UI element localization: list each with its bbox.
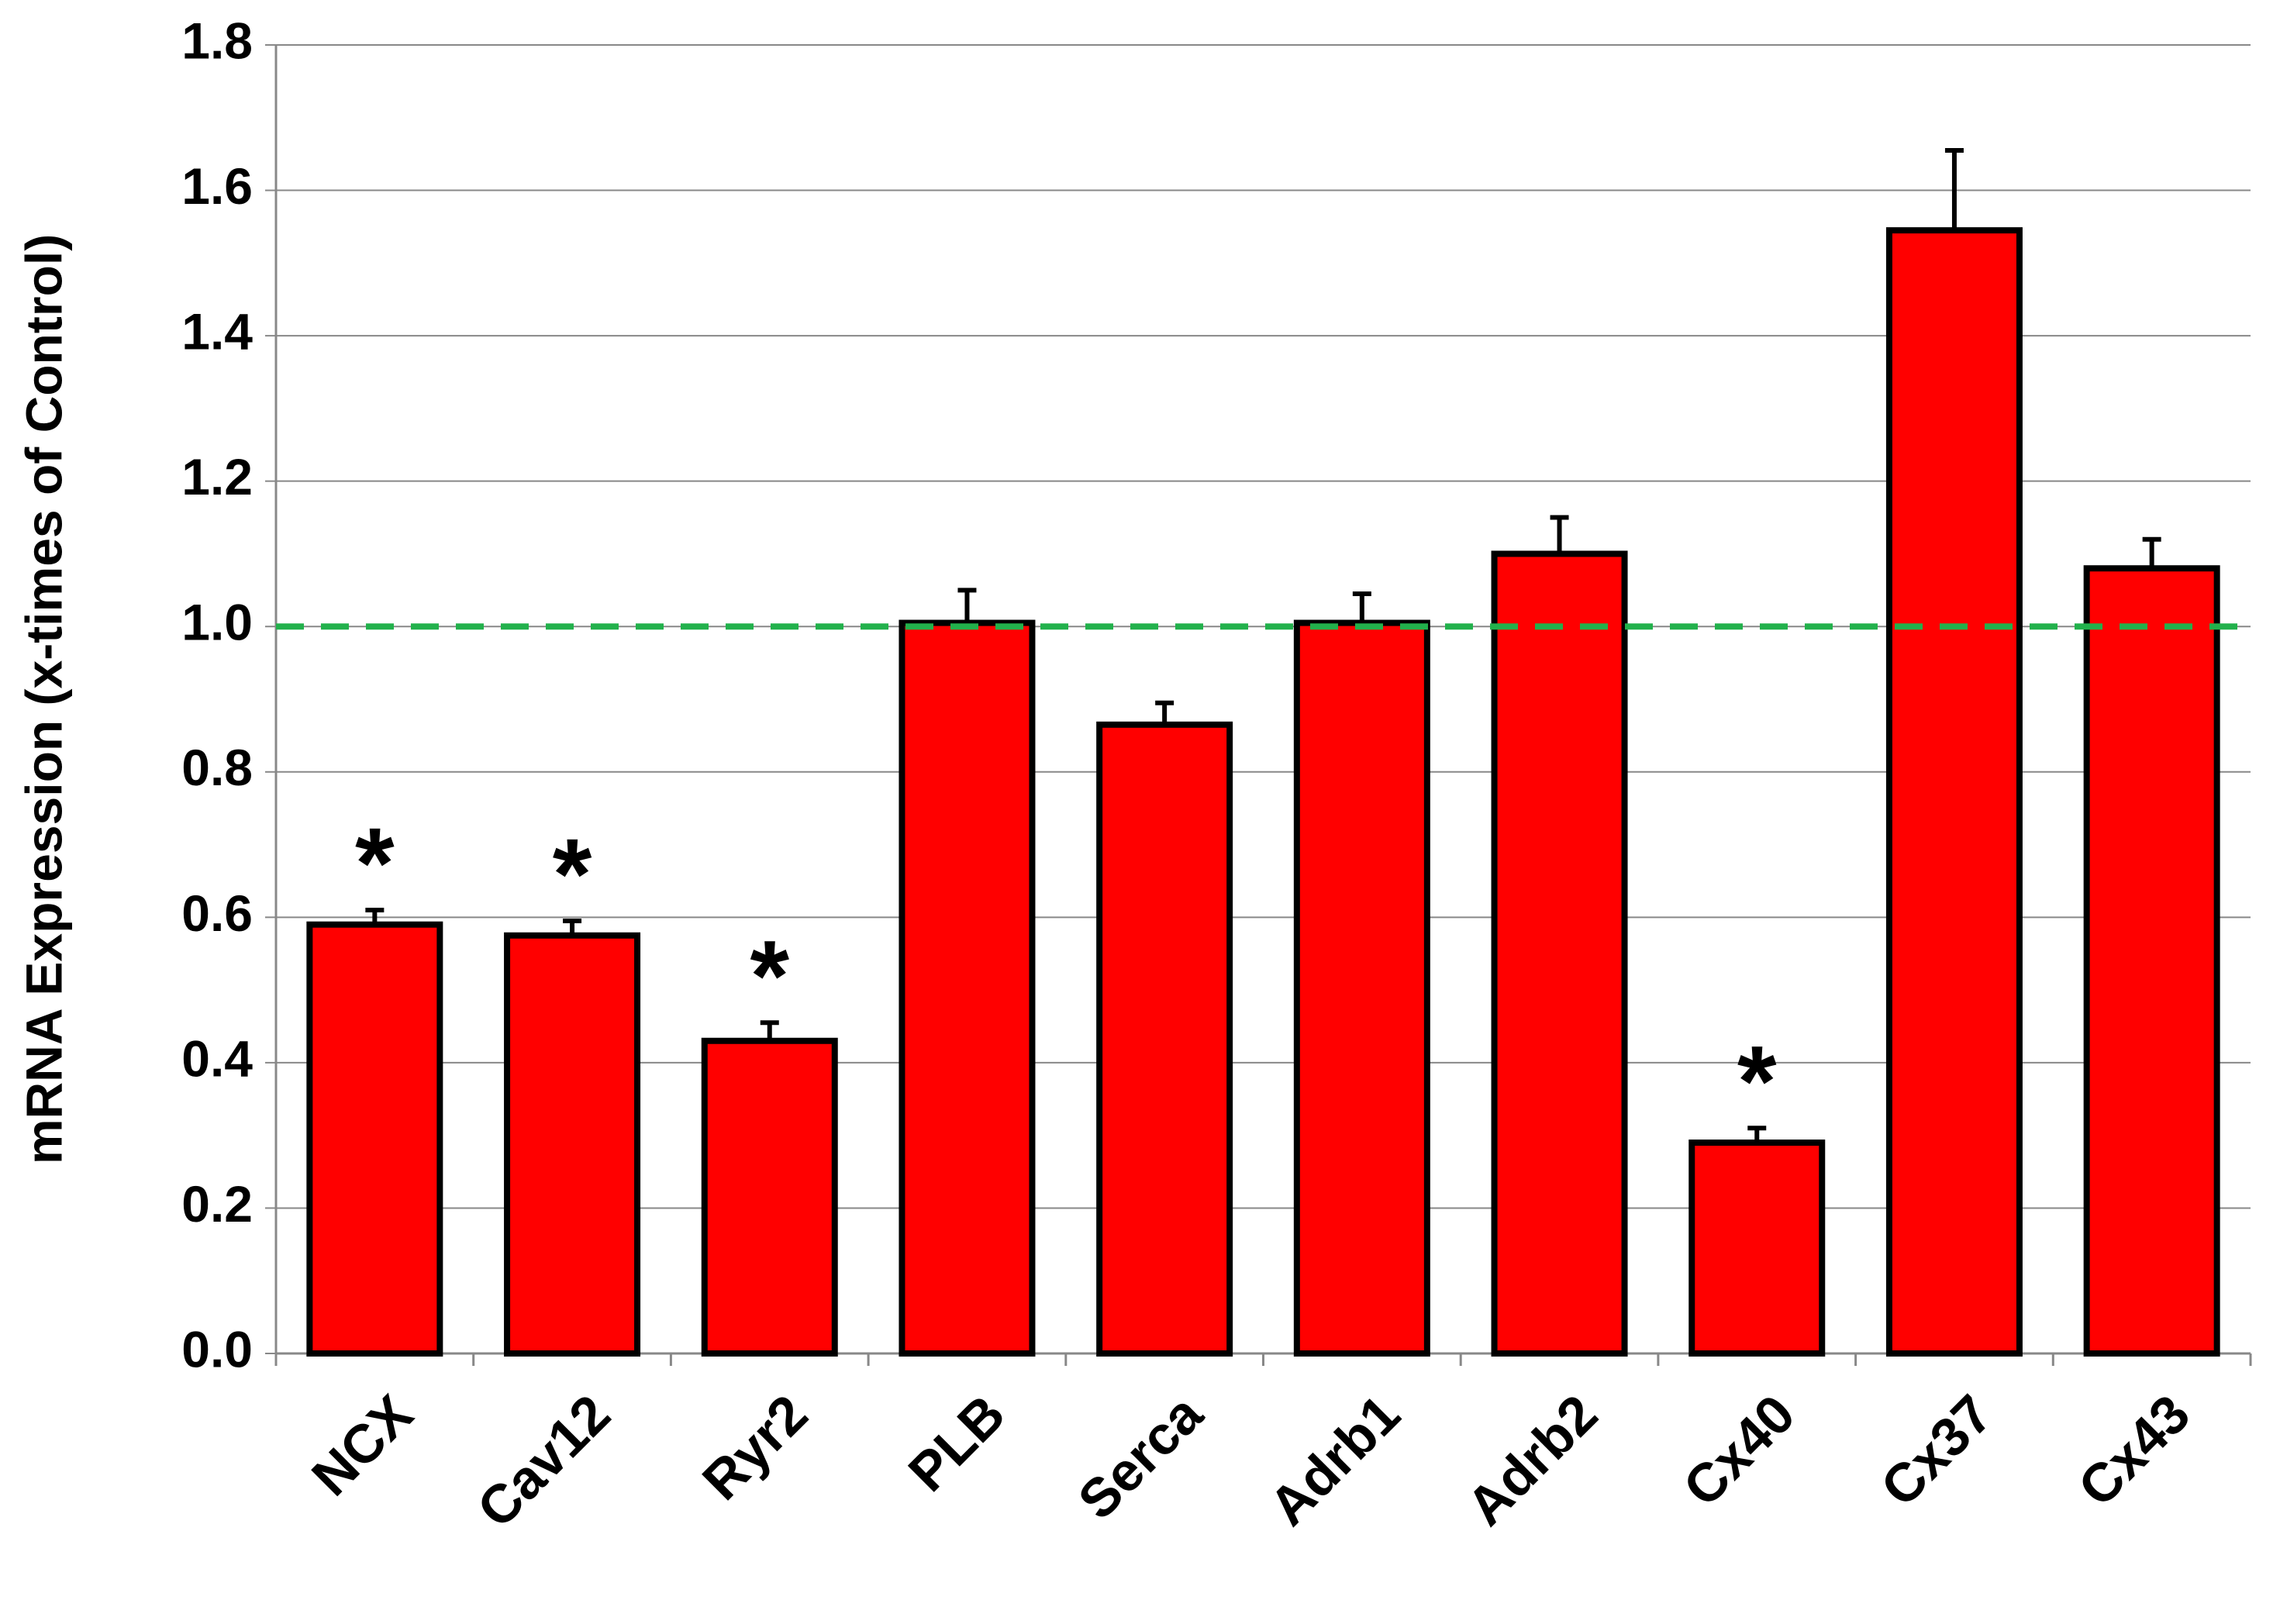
bar bbox=[1885, 227, 2023, 1357]
bar bbox=[701, 1037, 838, 1357]
y-tick-label: 0.4 bbox=[181, 1029, 253, 1087]
x-tick-label: Serca bbox=[1067, 1383, 1215, 1531]
y-axis-title: mRNA Expression (x-times of Control) bbox=[15, 234, 72, 1164]
x-tick-label: Adrb2 bbox=[1455, 1384, 1609, 1537]
x-tick-label: Cav12 bbox=[466, 1384, 622, 1540]
x-tick-label: Ryr2 bbox=[691, 1384, 819, 1512]
significance-mark: * bbox=[553, 817, 592, 930]
y-tick-label: 0.0 bbox=[181, 1320, 253, 1377]
x-tick-label: Adrb1 bbox=[1257, 1384, 1411, 1537]
y-tick-label: 1.8 bbox=[181, 12, 253, 69]
y-tick-label: 0.8 bbox=[181, 739, 253, 796]
bar bbox=[2083, 565, 2220, 1357]
y-tick-label: 0.2 bbox=[181, 1175, 253, 1233]
x-tick-label: Cx43 bbox=[2067, 1384, 2201, 1518]
bar bbox=[306, 921, 443, 1357]
x-tick-label: PLB bbox=[897, 1384, 1016, 1503]
bar bbox=[504, 932, 641, 1357]
y-tick-label: 1.0 bbox=[181, 594, 253, 651]
x-tick-label: Cx37 bbox=[1869, 1384, 2003, 1518]
x-tick-label: Cx40 bbox=[1671, 1384, 1806, 1518]
y-tick-label: 1.4 bbox=[181, 303, 253, 360]
bar bbox=[1688, 1140, 1826, 1357]
bar bbox=[1096, 721, 1233, 1357]
y-tick-label: 1.6 bbox=[181, 157, 253, 215]
x-tick-label: NCX bbox=[300, 1383, 424, 1507]
significance-mark: * bbox=[1737, 1025, 1777, 1138]
bar bbox=[899, 619, 1036, 1357]
bar bbox=[1293, 619, 1430, 1357]
y-tick-label: 1.2 bbox=[181, 448, 253, 505]
significance-mark: * bbox=[355, 806, 395, 919]
significance-mark: * bbox=[750, 919, 789, 1033]
y-tick-label: 0.6 bbox=[181, 884, 253, 942]
bar bbox=[1491, 550, 1628, 1357]
